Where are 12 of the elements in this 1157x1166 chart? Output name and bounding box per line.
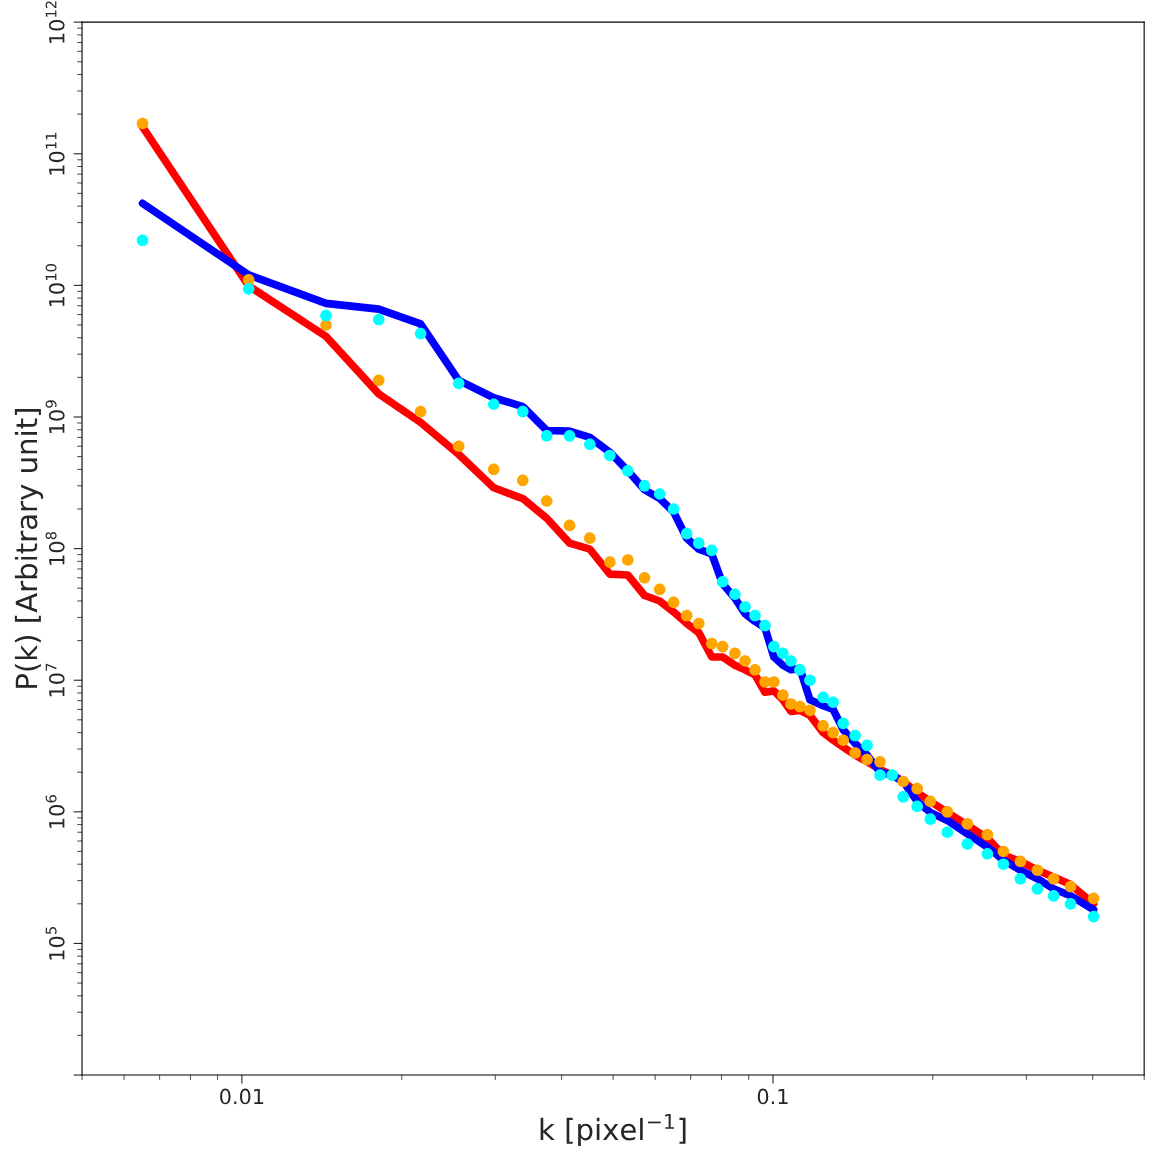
y-tick-label: 10$^{8}$: [45, 531, 65, 565]
y-tick-label: 10$^{6}$: [45, 795, 65, 828]
x-tick-label: 0.1: [757, 1088, 788, 1105]
y-axis-title: P(k) [Arbitrary unit]: [14, 409, 44, 688]
x-axis-title: k [pixel$^{−1}$]: [540, 1113, 686, 1147]
y-tick-label: 10$^{12}$: [45, 1, 65, 43]
y-tick-label: 10$^{11}$: [45, 132, 65, 175]
y-tick-label: 10$^{9}$: [45, 400, 65, 434]
y-tick-label: 10$^{7}$: [45, 663, 65, 697]
y-tick-label: 10$^{5}$: [45, 927, 65, 960]
x-tick-label: 0.01: [220, 1088, 264, 1105]
y-tick-label: 10$^{10}$: [45, 264, 65, 307]
